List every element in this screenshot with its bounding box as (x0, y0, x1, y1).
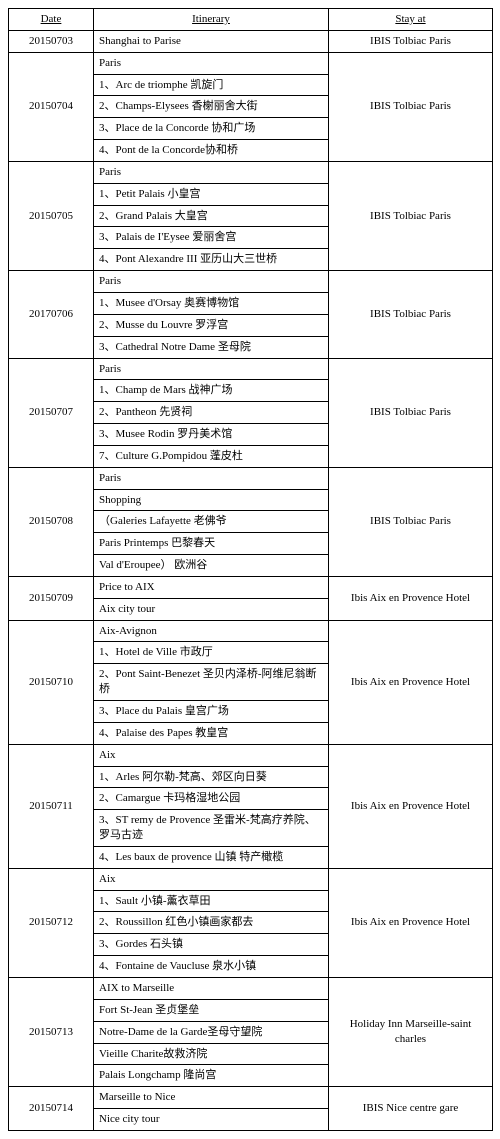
itinerary-cell: 1、Musee d'Orsay 奥赛博物馆 (94, 292, 329, 314)
itinerary-cell: 3、Palais de I'Eysee 爱丽舍宫 (94, 227, 329, 249)
stay-cell: Ibis Aix en Provence Hotel (329, 868, 493, 977)
itinerary-cell: 1、Hotel de Ville 市政厅 (94, 642, 329, 664)
itinerary-cell: 2、Pantheon 先贤祠 (94, 402, 329, 424)
table-row: 20150708ParisIBIS Tolbiac Paris (9, 467, 493, 489)
table-row: 20150703Shanghai to PariseIBIS Tolbiac P… (9, 30, 493, 52)
table-row: 20150709Price to AIXIbis Aix en Provence… (9, 576, 493, 598)
table-row: 20150710Aix-AvignonIbis Aix en Provence … (9, 620, 493, 642)
itinerary-cell: 1、Arc de triomphe 凯旋门 (94, 74, 329, 96)
itinerary-cell: Aix-Avignon (94, 620, 329, 642)
date-cell: 20150714 (9, 1087, 94, 1131)
stay-cell: IBIS Tolbiac Paris (329, 161, 493, 270)
table-row: 20150712AixIbis Aix en Provence Hotel (9, 868, 493, 890)
itinerary-cell: （Galeries Lafayette 老佛爷 (94, 511, 329, 533)
itinerary-cell: Paris (94, 161, 329, 183)
table-row: 20150705ParisIBIS Tolbiac Paris (9, 161, 493, 183)
table-row: 20170706ParisIBIS Tolbiac Paris (9, 271, 493, 293)
itinerary-cell: 4、Pont de la Concorde协和桥 (94, 140, 329, 162)
date-cell: 20150704 (9, 52, 94, 161)
itinerary-cell: 2、Musse du Louvre 罗浮宫 (94, 314, 329, 336)
header-date: Date (9, 9, 94, 31)
stay-cell: IBIS Tolbiac Paris (329, 358, 493, 467)
stay-cell: Holiday Inn Marseille-saint charles (329, 977, 493, 1086)
itinerary-cell: 4、Pont Alexandre III 亚历山大三世桥 (94, 249, 329, 271)
itinerary-cell: 3、ST remy de Provence 圣雷米-梵高疗养院、罗马古迹 (94, 810, 329, 847)
table-row: 20150704ParisIBIS Tolbiac Paris (9, 52, 493, 74)
itinerary-cell: Paris (94, 358, 329, 380)
date-cell: 20150708 (9, 467, 94, 576)
header-itinerary: Itinerary (94, 9, 329, 31)
itinerary-cell: 2、Roussillon 红色小镇画家都去 (94, 912, 329, 934)
date-cell: 20150709 (9, 576, 94, 620)
itinerary-cell: AIX to Marseille (94, 977, 329, 999)
itinerary-cell: Paris (94, 467, 329, 489)
itinerary-cell: 3、Musee Rodin 罗丹美术馆 (94, 424, 329, 446)
itinerary-cell: 1、Petit Palais 小皇宫 (94, 183, 329, 205)
itinerary-cell: 3、Gordes 石头镇 (94, 934, 329, 956)
header-stay: Stay at (329, 9, 493, 31)
itinerary-cell: Marseille to Nice (94, 1087, 329, 1109)
itinerary-cell: 3、Place de la Concorde 协和广场 (94, 118, 329, 140)
itinerary-cell: Aix city tour (94, 598, 329, 620)
itinerary-cell: 2、Pont Saint-Benezet 圣贝内泽桥-阿维尼翁断桥 (94, 664, 329, 701)
itinerary-cell: 2、Champs-Elysees 香榭丽舍大街 (94, 96, 329, 118)
itinerary-cell: Val d'Eroupee） 欧洲谷 (94, 555, 329, 577)
itinerary-cell: 7、Culture G.Pompidou 蓬皮杜 (94, 445, 329, 467)
date-cell: 20150707 (9, 358, 94, 467)
date-cell: 20150712 (9, 868, 94, 977)
stay-cell: Ibis Aix en Provence Hotel (329, 576, 493, 620)
itinerary-cell: 2、Camargue 卡玛格湿地公园 (94, 788, 329, 810)
itinerary-cell: Paris (94, 52, 329, 74)
itinerary-cell: Price to AIX (94, 576, 329, 598)
itinerary-cell: 1、Sault 小镇-薰衣草田 (94, 890, 329, 912)
stay-cell: IBIS Tolbiac Paris (329, 467, 493, 576)
date-cell: 20150703 (9, 30, 94, 52)
itinerary-cell: Shanghai to Parise (94, 30, 329, 52)
itinerary-cell: Paris (94, 271, 329, 293)
table-row: 20150713AIX to MarseilleHoliday Inn Mars… (9, 977, 493, 999)
itinerary-cell: 3、Place du Palais 皇宫广场 (94, 701, 329, 723)
itinerary-cell: 2、Grand Palais 大皇宫 (94, 205, 329, 227)
date-cell: 20150710 (9, 620, 94, 744)
itinerary-cell: Shopping (94, 489, 329, 511)
itinerary-table: Date Itinerary Stay at 20150703Shanghai … (8, 8, 493, 1131)
stay-cell: IBIS Tolbiac Paris (329, 52, 493, 161)
date-cell: 20150705 (9, 161, 94, 270)
itinerary-cell: Notre-Dame de la Garde圣母守望院 (94, 1021, 329, 1043)
itinerary-cell: Palais Longchamp 隆尚宫 (94, 1065, 329, 1087)
itinerary-cell: Aix (94, 744, 329, 766)
table-row: 20150711AixIbis Aix en Provence Hotel (9, 744, 493, 766)
stay-cell: Ibis Aix en Provence Hotel (329, 744, 493, 868)
itinerary-cell: Paris Printemps 巴黎春天 (94, 533, 329, 555)
itinerary-cell: 4、Les baux de provence 山镇 特产橄榄 (94, 846, 329, 868)
itinerary-cell: 4、Fontaine de Vaucluse 泉水小镇 (94, 956, 329, 978)
date-cell: 20150713 (9, 977, 94, 1086)
table-row: 20150707ParisIBIS Tolbiac Paris (9, 358, 493, 380)
stay-cell: Ibis Aix en Provence Hotel (329, 620, 493, 744)
itinerary-cell: Aix (94, 868, 329, 890)
itinerary-cell: Vieille Charite故救济院 (94, 1043, 329, 1065)
stay-cell: IBIS Tolbiac Paris (329, 30, 493, 52)
date-cell: 20150711 (9, 744, 94, 868)
itinerary-cell: 3、Cathedral Notre Dame 圣母院 (94, 336, 329, 358)
itinerary-cell: Nice city tour (94, 1109, 329, 1131)
itinerary-cell: 1、Arles 阿尔勒-梵高、郊区向日葵 (94, 766, 329, 788)
stay-cell: IBIS Tolbiac Paris (329, 271, 493, 358)
header-row: Date Itinerary Stay at (9, 9, 493, 31)
itinerary-cell: 4、Palaise des Papes 教皇宫 (94, 722, 329, 744)
itinerary-cell: 1、Champ de Mars 战神广场 (94, 380, 329, 402)
itinerary-cell: Fort St-Jean 圣贞堡垒 (94, 999, 329, 1021)
table-row: 20150714Marseille to NiceIBIS Nice centr… (9, 1087, 493, 1109)
stay-cell: IBIS Nice centre gare (329, 1087, 493, 1131)
date-cell: 20170706 (9, 271, 94, 358)
